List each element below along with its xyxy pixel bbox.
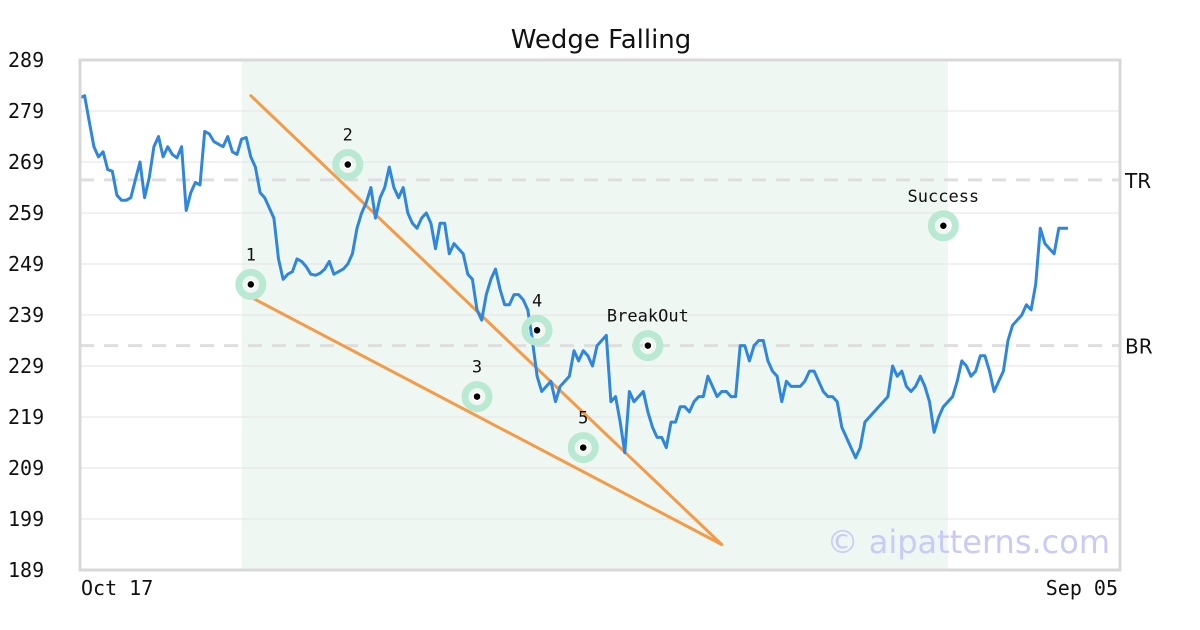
y-tick-label: 209 [8,456,44,480]
plot-border [78,58,1122,572]
point-label-5: 5 [578,409,588,429]
point-label-1: 1 [246,245,256,265]
point-label-3: 3 [472,358,482,378]
point-marker-2 [343,159,353,170]
y-tick-label: 279 [8,99,44,123]
point-ring-1 [235,268,267,300]
point-ring-success [927,210,959,242]
trend-line-upper [249,94,724,546]
y-axis-ticks: 189 199 209 219 229 239 249 259 269 279 289 [8,48,44,582]
point-marker-success [938,221,949,231]
point-label-success: Success [908,187,980,207]
point-marker-1 [246,279,256,290]
wedge-trend-lines [249,94,724,546]
reference-label-tr: TR [1124,169,1151,193]
point-marker-4 [532,325,542,336]
y-tick-label: 239 [8,303,44,327]
point-ring-3 [461,381,493,413]
x-tick-label: Sep 05 [1046,576,1118,600]
x-tick-label: Oct 17 [81,576,153,600]
y-tick-label: 289 [8,48,44,72]
reference-label-br: BR [1125,335,1153,359]
y-tick-label: 219 [8,405,44,429]
point-ring-5 [567,432,599,464]
watermark: © aipatterns.com [827,523,1110,561]
point-label-breakout: BreakOut [607,307,689,327]
reference-labels: TR BR [1124,169,1153,359]
pattern-points: 1 2 3 4 5 BreakOut Success [235,126,980,464]
point-label-2: 2 [343,126,353,146]
y-tick-label: 189 [8,558,44,582]
y-tick-label: 249 [8,252,44,276]
plot-frame [78,58,1122,572]
price-series [79,94,1068,460]
point-ring-2 [332,149,364,181]
trend-line-lower [249,295,724,546]
y-tick-label: 269 [8,150,44,174]
point-label-4: 4 [532,291,542,311]
point-marker-3 [472,391,482,402]
y-tick-label: 229 [8,354,44,378]
point-ring-breakout [632,330,664,362]
y-tick-label: 199 [8,507,44,531]
price-line [79,94,1068,460]
chart-title: Wedge Falling [511,25,692,55]
point-marker-5 [578,442,588,453]
point-marker-breakout [643,340,653,351]
y-tick-label: 259 [8,201,44,225]
x-axis-ticks: Oct 17 Sep 05 [81,576,1118,600]
point-ring-4 [521,314,553,346]
reference-lines [80,178,1120,348]
